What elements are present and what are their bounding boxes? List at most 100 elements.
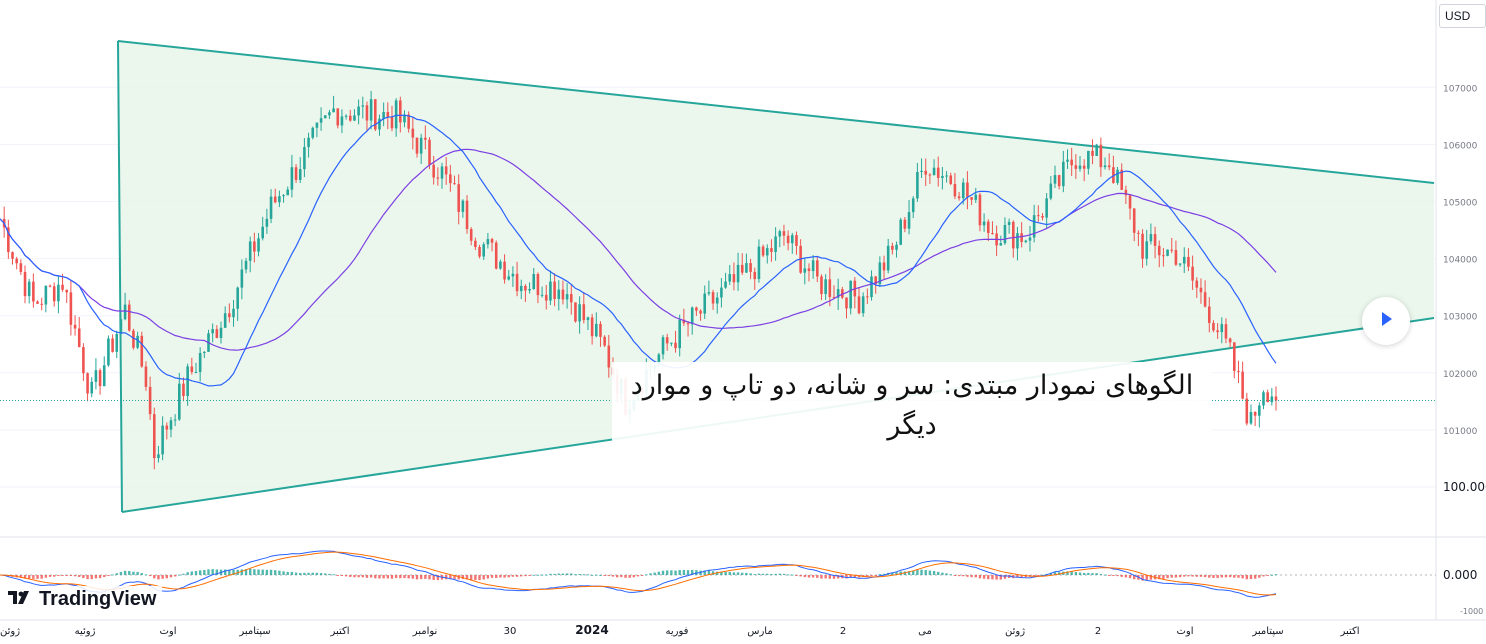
macd-histogram-bar: [820, 575, 823, 579]
macd-histogram-bar: [836, 575, 840, 579]
candle-body: [836, 289, 840, 298]
candle-body: [344, 115, 348, 117]
macd-histogram-bar: [215, 569, 219, 575]
triangle-upper-trendline[interactable]: [117, 40, 1435, 184]
candle-body: [1024, 240, 1028, 242]
candle-body: [695, 307, 698, 311]
macd-histogram-bar: [299, 573, 302, 575]
candle-body: [52, 286, 56, 302]
candle-body: [203, 351, 206, 354]
macd-histogram-bar: [365, 575, 369, 578]
time-tick-label: نوامبر: [412, 626, 438, 637]
candle-body: [265, 218, 269, 227]
macd-histogram-bar: [574, 574, 577, 576]
macd-histogram-bar: [98, 575, 102, 579]
time-tick-label: 2024: [575, 623, 608, 637]
price-axis[interactable]: 107000 106000 105000 104000 103000 102000 1010…: [1435, 0, 1486, 620]
macd-histogram-bar: [115, 573, 118, 575]
candle-body: [499, 261, 502, 269]
macd-histogram-bar: [628, 575, 631, 578]
candle-body: [670, 342, 673, 344]
macd-histogram-bar: [1116, 575, 1119, 577]
macd-histogram-bar: [640, 575, 644, 576]
candle-body: [841, 289, 844, 298]
candle-body: [1233, 342, 1236, 371]
macd-histogram-bar: [803, 575, 806, 578]
candle-body: [1199, 287, 1203, 293]
time-tick-label: فوریه: [666, 626, 689, 637]
candle-body: [536, 274, 540, 296]
macd-histogram-bar: [36, 575, 39, 579]
candle-body: [215, 329, 219, 338]
currency-selector[interactable]: USD: [1439, 4, 1486, 28]
candle-body: [90, 381, 94, 394]
candle-body: [19, 263, 23, 272]
candle-body: [515, 273, 519, 292]
macd-histogram-bar: [53, 575, 56, 577]
candle-body: [182, 383, 185, 396]
macd-histogram-bar: [515, 575, 519, 577]
macd-histogram-bar: [169, 575, 173, 578]
macd-histogram-bar: [44, 575, 48, 578]
triangle-left-edge[interactable]: [117, 40, 123, 513]
candle-body: [1112, 167, 1115, 183]
macd-histogram-bar: [1041, 574, 1044, 576]
candle-body: [144, 366, 148, 387]
candle-body: [740, 264, 744, 273]
candle-body: [165, 425, 169, 430]
candle-body: [198, 353, 202, 372]
macd-histogram-bar: [828, 575, 832, 579]
macd-histogram-bar: [716, 571, 719, 575]
candle-body: [1182, 256, 1186, 264]
candle-body: [1070, 159, 1073, 166]
candle-body: [757, 246, 761, 280]
candle-body: [319, 118, 323, 123]
candle-body: [682, 319, 686, 324]
macd-histogram-bar: [761, 573, 765, 575]
macd-pane[interactable]: [0, 550, 1436, 598]
time-axis[interactable]: ژوئن ژوئیه اوت سپتامبر اکتبر نوامبر 30 2024 فوری…: [0, 623, 1360, 637]
macd-histogram-bar: [165, 575, 168, 579]
candle-body: [928, 174, 932, 176]
candle-body: [1237, 370, 1240, 372]
candle-body: [519, 285, 523, 292]
candle-body: [1274, 396, 1278, 401]
macd-histogram-bar: [386, 575, 390, 579]
macd-histogram-bar: [999, 575, 1002, 580]
macd-histogram-bar: [532, 574, 535, 576]
candle-body: [678, 319, 681, 349]
price-tick-label: 105000: [1443, 199, 1478, 209]
macd-histogram-bar: [632, 575, 636, 578]
macd-histogram-bar: [394, 575, 398, 579]
candle-body: [1049, 183, 1053, 199]
candle-body: [1249, 411, 1253, 424]
macd-histogram-bar: [269, 569, 273, 575]
candle-body: [991, 233, 994, 235]
price-tick-label: 103000: [1443, 313, 1478, 323]
macd-histogram-bar: [520, 575, 523, 577]
candle-body: [273, 196, 277, 203]
macd-histogram-bar: [344, 575, 348, 577]
macd-histogram-bar: [1128, 575, 1132, 579]
candle-body: [770, 248, 773, 253]
candle-body: [895, 244, 898, 250]
candle-body: [469, 229, 473, 241]
candle-body: [36, 301, 39, 304]
macd-histogram-bar: [40, 575, 43, 579]
macd-histogram-bar: [1103, 574, 1107, 576]
time-tick-label: ژوئیه: [75, 626, 96, 637]
candle-body: [173, 419, 177, 421]
candle-body: [882, 262, 886, 271]
candle-body: [507, 276, 511, 280]
play-button[interactable]: [1362, 297, 1410, 345]
macd-histogram-bar: [153, 575, 156, 579]
candle-body: [453, 183, 456, 185]
brand-logo[interactable]: TradingView: [8, 586, 163, 612]
macd-histogram-bar: [1233, 575, 1236, 578]
macd-histogram-bar: [937, 571, 940, 575]
macd-histogram-bar: [1066, 571, 1069, 575]
candle-body: [424, 137, 427, 140]
time-tick-label: سپتامبر: [1251, 626, 1283, 637]
candle-body: [394, 100, 398, 129]
